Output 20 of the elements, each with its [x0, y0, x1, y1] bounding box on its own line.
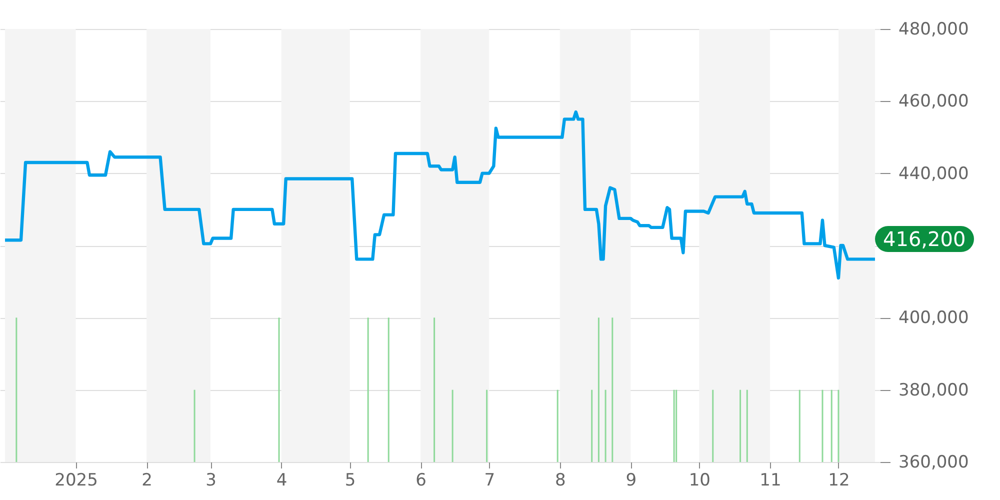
y-tick-label: 380,000 [898, 380, 969, 400]
y-tick-label: 400,000 [898, 308, 969, 328]
x-tick-label: 8 [554, 470, 566, 490]
y-tick-label: 440,000 [898, 164, 969, 184]
x-tick-label: 2 [142, 470, 152, 490]
x-tick-label: 6 [416, 470, 427, 490]
y-tick-label: 360,000 [898, 452, 969, 472]
x-tick-label: 2025 [54, 470, 98, 490]
x-tick-label: 11 [760, 470, 782, 490]
x-tick-label: 12 [828, 470, 850, 490]
x-tick-label: 4 [276, 470, 288, 490]
x-tick-label: 7 [484, 470, 496, 490]
annotation: 416,200 [875, 226, 974, 252]
x-tick-label: 5 [344, 470, 356, 490]
x-tick-label: 10 [688, 470, 710, 490]
x-tick-label: 9 [626, 470, 637, 490]
y-tick-label: 460,000 [898, 92, 969, 112]
x-tick-label: 3 [206, 470, 216, 490]
y-tick-label: 480,000 [898, 20, 969, 40]
line-series [3, 110, 877, 280]
